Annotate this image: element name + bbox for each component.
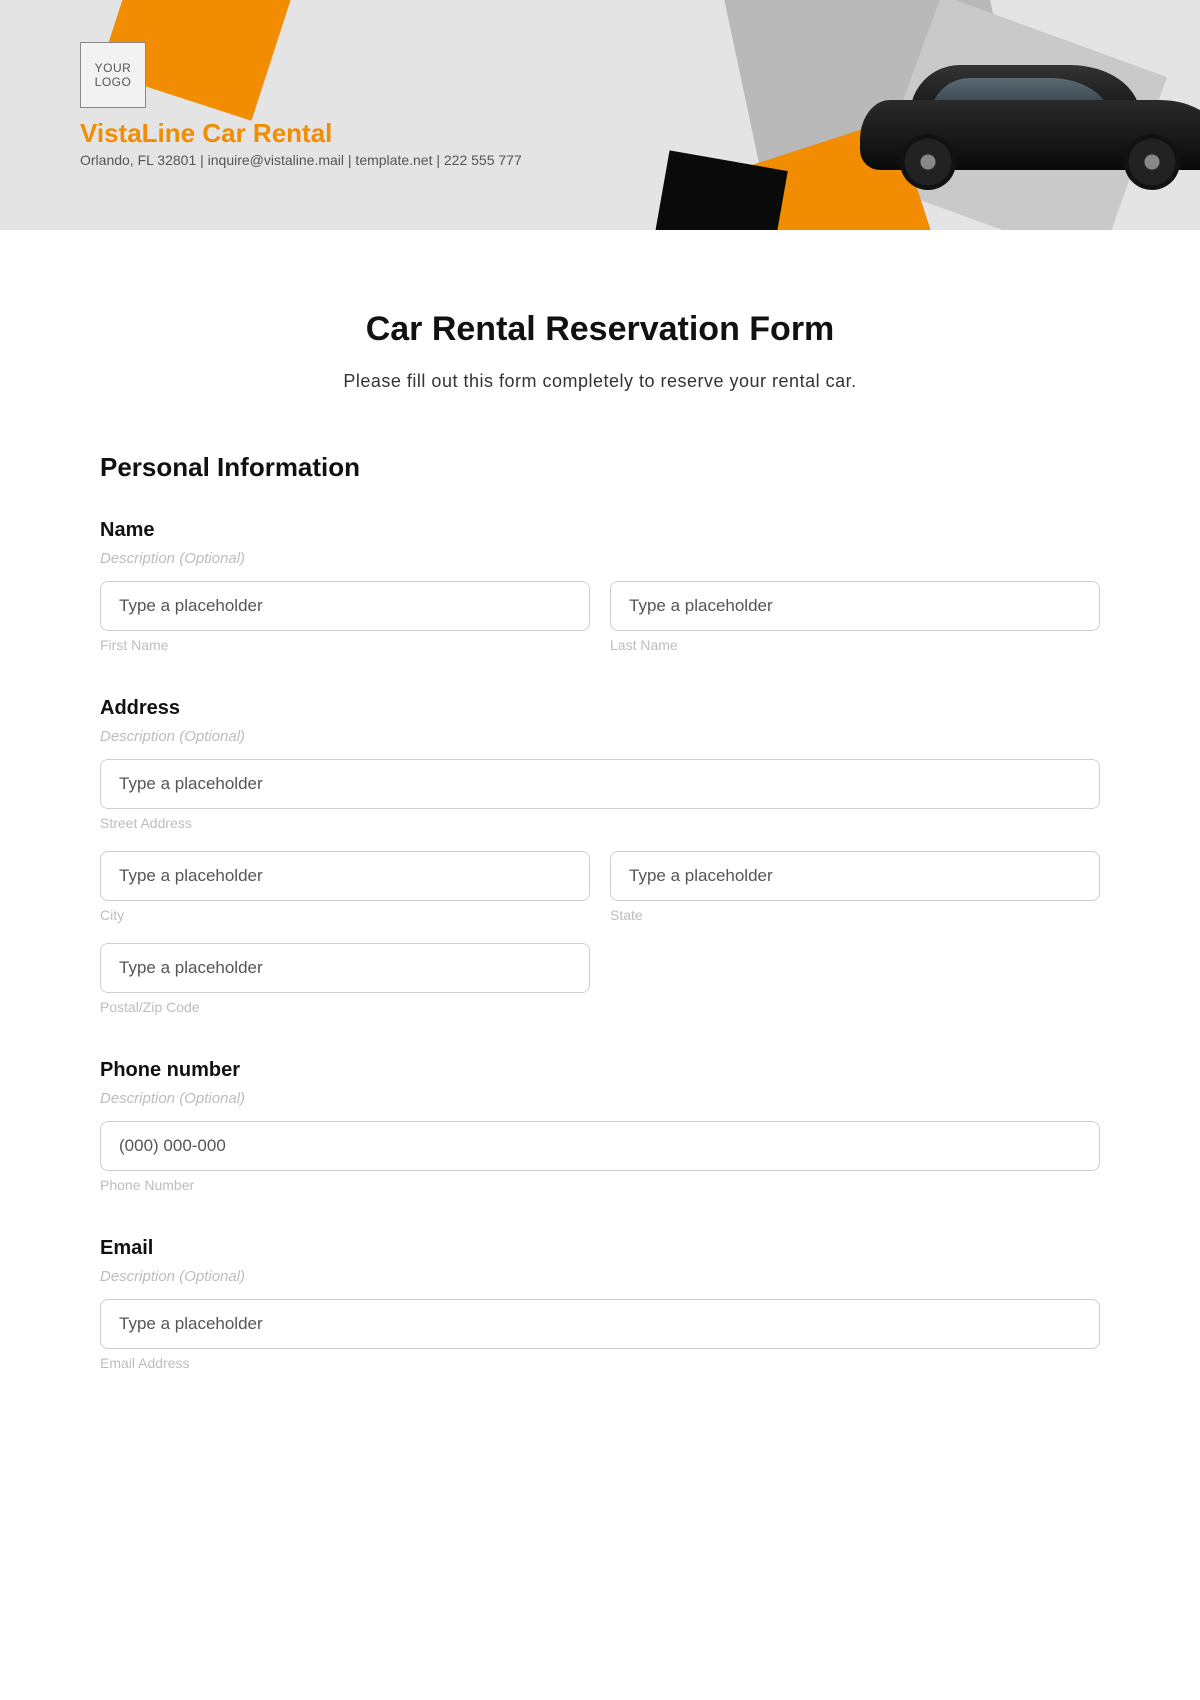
- field-desc: Description (Optional): [100, 728, 1100, 745]
- company-name: VistaLine Car Rental: [80, 118, 332, 149]
- street-address-input[interactable]: [100, 759, 1100, 809]
- field-group-name: Name Description (Optional) First Name L…: [100, 519, 1100, 653]
- first-name-input[interactable]: [100, 581, 590, 631]
- logo-placeholder: YOURLOGO: [80, 42, 146, 108]
- sub-label-email: Email Address: [100, 1355, 1100, 1371]
- postal-code-input[interactable]: [100, 943, 590, 993]
- city-input[interactable]: [100, 851, 590, 901]
- car-illustration: [860, 40, 1200, 190]
- sub-label-city: City: [100, 907, 590, 923]
- state-input[interactable]: [610, 851, 1100, 901]
- field-group-address: Address Description (Optional) Street Ad…: [100, 697, 1100, 1015]
- field-group-phone: Phone number Description (Optional) Phon…: [100, 1059, 1100, 1193]
- form-subtitle: Please fill out this form completely to …: [100, 371, 1100, 392]
- field-label-address: Address: [100, 697, 1100, 720]
- phone-input[interactable]: [100, 1121, 1100, 1171]
- sub-label-first-name: First Name: [100, 637, 590, 653]
- sub-label-street: Street Address: [100, 815, 1100, 831]
- field-label-name: Name: [100, 519, 1100, 542]
- sub-label-phone: Phone Number: [100, 1177, 1100, 1193]
- email-input[interactable]: [100, 1299, 1100, 1349]
- form-title: Car Rental Reservation Form: [100, 310, 1100, 349]
- field-label-phone: Phone number: [100, 1059, 1100, 1082]
- company-info: Orlando, FL 32801 | inquire@vistaline.ma…: [80, 152, 522, 168]
- section-title-personal: Personal Information: [100, 452, 1100, 483]
- header-banner: YOURLOGO VistaLine Car Rental Orlando, F…: [0, 0, 1200, 230]
- sub-label-postal: Postal/Zip Code: [100, 999, 590, 1015]
- form-container: Car Rental Reservation Form Please fill …: [0, 230, 1200, 1455]
- field-desc: Description (Optional): [100, 550, 1100, 567]
- sub-label-last-name: Last Name: [610, 637, 1100, 653]
- field-group-email: Email Description (Optional) Email Addre…: [100, 1237, 1100, 1371]
- field-label-email: Email: [100, 1237, 1100, 1260]
- field-desc: Description (Optional): [100, 1090, 1100, 1107]
- last-name-input[interactable]: [610, 581, 1100, 631]
- sub-label-state: State: [610, 907, 1100, 923]
- field-desc: Description (Optional): [100, 1268, 1100, 1285]
